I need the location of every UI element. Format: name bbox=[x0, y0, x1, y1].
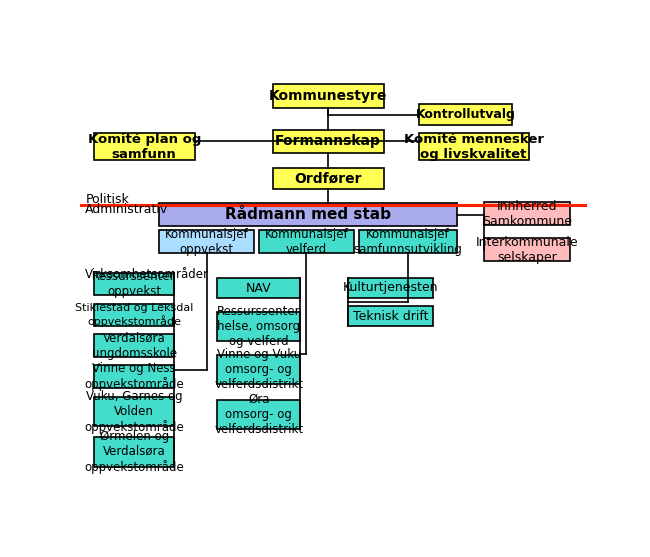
Text: Formannskap: Formannskap bbox=[275, 134, 381, 149]
FancyBboxPatch shape bbox=[419, 133, 528, 160]
FancyBboxPatch shape bbox=[159, 230, 254, 253]
FancyBboxPatch shape bbox=[359, 230, 456, 253]
Text: Vinne og Vuku
omsorg- og
velferdsdistrikt: Vinne og Vuku omsorg- og velferdsdistrik… bbox=[214, 348, 304, 391]
FancyBboxPatch shape bbox=[94, 437, 174, 467]
FancyBboxPatch shape bbox=[484, 202, 570, 224]
FancyBboxPatch shape bbox=[94, 304, 174, 326]
FancyBboxPatch shape bbox=[94, 397, 174, 426]
Text: Komité mennesker
og livskvalitet: Komité mennesker og livskvalitet bbox=[404, 133, 543, 160]
FancyBboxPatch shape bbox=[273, 84, 384, 108]
Text: Kommunalsjef
velferd: Kommunalsjef velferd bbox=[265, 228, 348, 256]
Text: Kommunalsjef
oppvekst: Kommunalsjef oppvekst bbox=[165, 228, 248, 256]
FancyBboxPatch shape bbox=[348, 278, 433, 297]
FancyBboxPatch shape bbox=[273, 168, 384, 189]
FancyBboxPatch shape bbox=[348, 306, 433, 326]
FancyBboxPatch shape bbox=[94, 334, 174, 357]
Text: Ressurssenter
helse, omsorg
og velferd: Ressurssenter helse, omsorg og velferd bbox=[217, 305, 301, 348]
Text: Vinne og Ness
oppvekstområde: Vinne og Ness oppvekstområde bbox=[84, 362, 184, 391]
Text: Kontrollutvalg: Kontrollutvalg bbox=[415, 108, 515, 121]
Text: NAV: NAV bbox=[246, 282, 272, 295]
Text: Administrativ: Administrativ bbox=[85, 203, 168, 216]
Text: Øra
omsorg- og
velferdsdistrikt: Øra omsorg- og velferdsdistrikt bbox=[214, 393, 304, 436]
FancyBboxPatch shape bbox=[94, 133, 194, 160]
FancyBboxPatch shape bbox=[273, 130, 384, 153]
FancyBboxPatch shape bbox=[484, 238, 570, 261]
Text: Politisk: Politisk bbox=[85, 193, 129, 206]
FancyBboxPatch shape bbox=[217, 355, 300, 384]
Text: Komité plan og
samfunn: Komité plan og samfunn bbox=[88, 133, 201, 160]
Text: Kulturtjenesten: Kulturtjenesten bbox=[343, 281, 438, 294]
Text: Virksomhetsområder: Virksomhetsområder bbox=[85, 268, 209, 281]
Text: Ørmelen og
Verdalsøra
oppvekstområde: Ørmelen og Verdalsøra oppvekstområde bbox=[84, 430, 184, 474]
Text: Ressurssenter
oppvekst: Ressurssenter oppvekst bbox=[92, 270, 176, 298]
Text: Interkommunale
selskaper: Interkommunale selskaper bbox=[476, 236, 578, 263]
FancyBboxPatch shape bbox=[217, 312, 300, 341]
Text: Verdalsøra
ungdomsskole: Verdalsøra ungdomsskole bbox=[92, 331, 177, 360]
FancyBboxPatch shape bbox=[217, 400, 300, 429]
FancyBboxPatch shape bbox=[217, 278, 300, 299]
FancyBboxPatch shape bbox=[94, 273, 174, 295]
Text: Kommunalsjef
samfunnsutvikling: Kommunalsjef samfunnsutvikling bbox=[353, 228, 462, 256]
FancyBboxPatch shape bbox=[419, 104, 512, 125]
Text: Innherred
Samkommune: Innherred Samkommune bbox=[482, 199, 572, 227]
Text: Teknisk drift: Teknisk drift bbox=[353, 310, 428, 323]
Text: Kommunestyre: Kommunestyre bbox=[269, 89, 387, 103]
Text: Rådmann med stab: Rådmann med stab bbox=[225, 207, 391, 222]
FancyBboxPatch shape bbox=[259, 230, 354, 253]
Text: Ordfører: Ordfører bbox=[294, 172, 362, 185]
Text: Vuku, Garnes og
Volden
oppvekstområde: Vuku, Garnes og Volden oppvekstområde bbox=[84, 389, 184, 434]
FancyBboxPatch shape bbox=[159, 203, 456, 226]
FancyBboxPatch shape bbox=[94, 365, 174, 388]
Text: Stiklestad og Leksdal
oppvekstområde: Stiklestad og Leksdal oppvekstområde bbox=[75, 303, 193, 327]
